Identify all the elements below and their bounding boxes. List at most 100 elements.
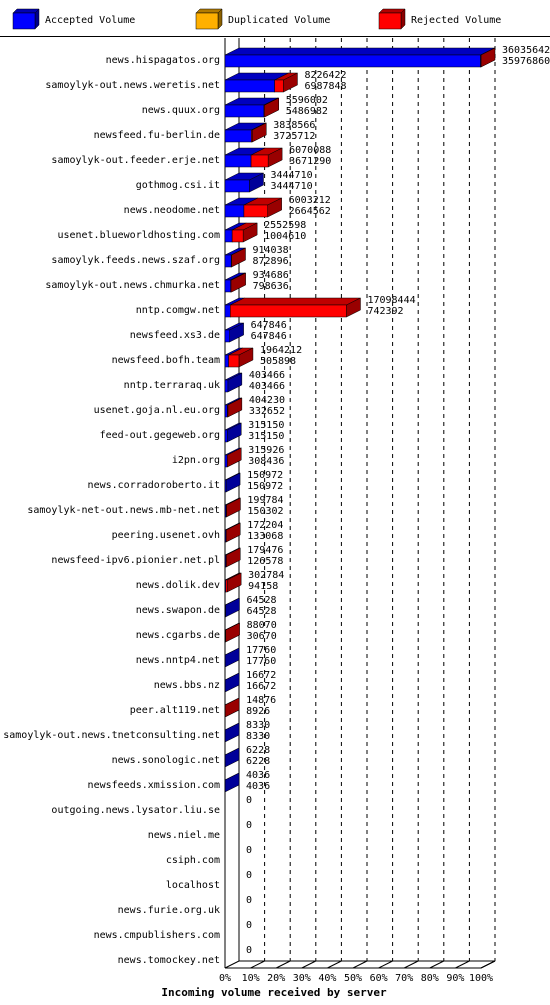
category-label: newsfeed.fu-berlin.de <box>94 130 220 141</box>
category-label: peering.usenet.ovh <box>112 530 220 541</box>
bar-rejected <box>250 147 283 168</box>
legend-swatch <box>12 12 36 30</box>
bars <box>224 47 496 793</box>
value-accepted: 742392 <box>367 306 403 317</box>
bar-accepted <box>224 47 495 68</box>
value-accepted: 403466 <box>249 381 285 392</box>
bar-16 <box>224 447 242 468</box>
bar-8 <box>224 247 246 268</box>
category-label: samoylyk-out.feeder.erje.net <box>51 155 220 166</box>
bar-accepted <box>224 597 240 618</box>
legend-swatch-top <box>378 8 406 14</box>
value-total: 5596002 <box>286 95 328 106</box>
bar-rejected <box>227 397 243 418</box>
category-label: samoylyk-out.news.tnetconsulting.net <box>3 730 220 741</box>
value-accepted: 94158 <box>248 581 278 592</box>
category-label: outgoing.news.lysator.liu.se <box>51 805 220 816</box>
bar-rejected-front <box>227 404 229 418</box>
bar-rejected <box>230 272 246 293</box>
bar-23 <box>224 622 240 643</box>
category-label: news.furie.org.uk <box>118 905 220 916</box>
x-axis-label: Incoming volume received by server <box>161 986 387 999</box>
bar-3 <box>224 122 267 143</box>
value-accepted: 505898 <box>260 356 296 367</box>
value-accepted: 126578 <box>247 556 283 567</box>
bar-accepted-front <box>224 329 230 343</box>
bar-accepted-front <box>224 179 250 193</box>
value-accepted: 3444710 <box>270 181 312 192</box>
category-label: news.swapon.de <box>136 605 220 616</box>
category-label: news.tomockey.net <box>118 955 220 966</box>
value-total: 88070 <box>247 620 277 631</box>
bar-1 <box>224 72 298 93</box>
x-tick-label: 100% <box>469 973 493 984</box>
bar-rejected-top <box>230 297 361 306</box>
x-tick-label: 30% <box>293 973 311 984</box>
value-total: 0 <box>246 895 252 906</box>
value-total: 404230 <box>249 395 285 406</box>
bar-rejected <box>274 72 298 93</box>
value-accepted: 64528 <box>246 606 276 617</box>
x-tick-mark <box>224 960 240 969</box>
bar-20 <box>224 547 241 568</box>
bar-rejected <box>243 197 282 218</box>
value-total: 150972 <box>247 470 283 481</box>
value-total: 17760 <box>246 645 276 656</box>
value-total: 2552598 <box>264 220 306 231</box>
category-label: news.bbs.nz <box>154 680 220 691</box>
category-label: newsfeed.bofh.team <box>112 355 220 366</box>
value-accepted: 5486982 <box>286 106 328 117</box>
value-total: 0 <box>246 795 252 806</box>
legend: Accepted Volume Duplicated Volume Rejected… <box>12 8 501 30</box>
x-tick-mark <box>403 960 419 969</box>
value-total: 14876 <box>246 695 276 706</box>
category-label: news.corradoroberto.it <box>88 480 220 491</box>
x-tick-mark <box>480 960 496 969</box>
value-accepted: 798636 <box>253 281 289 292</box>
bar-rejected <box>263 97 280 118</box>
value-total: 3444710 <box>270 170 312 181</box>
value-accepted: 30670 <box>247 631 277 642</box>
bar-rejected <box>228 347 254 368</box>
grid <box>264 38 496 961</box>
value-total: 0 <box>246 845 252 856</box>
category-label: usenet.blueworldhosting.com <box>57 230 220 241</box>
bar-18 <box>224 497 241 518</box>
bar-27 <box>224 722 240 743</box>
x-tick-mark <box>378 960 393 969</box>
category-label: newsfeeds.xmission.com <box>88 780 220 791</box>
bar-accepted-front <box>224 229 233 243</box>
bar-rejected <box>480 47 496 68</box>
x-tick-label: 40% <box>318 973 336 984</box>
value-total: 17098444 <box>367 295 415 306</box>
legend-swatch <box>195 12 219 30</box>
bar-rejected-front <box>225 579 228 593</box>
value-accepted: 647846 <box>251 331 287 342</box>
bar-accepted <box>224 747 240 768</box>
bar-accepted <box>224 422 242 443</box>
bar-14 <box>224 397 243 418</box>
bar-accepted-front <box>224 204 245 218</box>
value-total: 6003212 <box>289 195 331 206</box>
value-accepted: 8926 <box>246 706 270 717</box>
value-total: 172204 <box>247 520 283 531</box>
bar-17 <box>224 472 241 493</box>
category-label: gothmog.csi.it <box>136 180 220 191</box>
bar-4 <box>224 147 283 168</box>
bar-rejected-front <box>230 304 347 318</box>
value-total: 302784 <box>248 570 284 581</box>
category-label: samoylyk-out.news.chmurka.net <box>45 280 220 291</box>
bar-accepted-front <box>224 379 229 393</box>
x-tick-mark <box>352 960 368 969</box>
category-label: csiph.com <box>166 855 220 866</box>
x-tick-label: 80% <box>421 973 439 984</box>
value-accepted: 3671290 <box>289 156 331 167</box>
value-accepted: 17760 <box>246 656 276 667</box>
bar-accepted-front <box>224 154 252 168</box>
category-label: newsfeed-ipv6.pionier.net.pl <box>51 555 220 566</box>
value-accepted: 332652 <box>249 406 285 417</box>
value-accepted: 315150 <box>248 431 284 442</box>
